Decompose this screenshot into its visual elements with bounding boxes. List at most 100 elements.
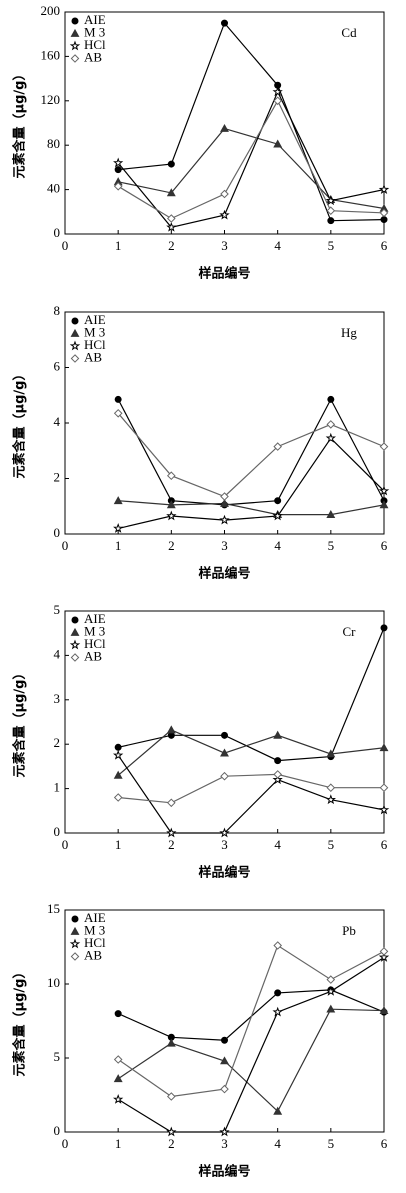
y-tick-label: 5 [54, 1049, 61, 1064]
series-line [117, 1008, 385, 1113]
marker [273, 139, 283, 148]
marker [326, 509, 336, 518]
legend-label: HCl [84, 636, 106, 651]
x-tick-label: 6 [381, 238, 388, 253]
x-tick-label: 1 [115, 837, 122, 852]
series-line [118, 21, 385, 222]
marker [113, 181, 123, 191]
marker [220, 748, 229, 757]
marker [166, 1126, 177, 1137]
x-tick-label: 0 [62, 837, 69, 852]
marker [379, 442, 389, 451]
marker [220, 492, 229, 501]
marker [326, 206, 336, 216]
legend-label: AIE [84, 910, 106, 925]
marker [113, 770, 123, 779]
marker [325, 985, 337, 996]
legend-label: HCl [84, 37, 106, 52]
y-tick-label: 120 [41, 92, 61, 107]
series-line [117, 90, 385, 228]
marker [113, 408, 123, 418]
marker [220, 1084, 229, 1094]
series-line [118, 773, 384, 804]
marker [220, 498, 229, 507]
marker [273, 770, 283, 779]
marker [71, 317, 79, 325]
series-line [117, 754, 385, 834]
x-tick-label: 3 [221, 538, 228, 553]
marker [69, 938, 81, 949]
legend-label: AIE [84, 312, 106, 327]
marker [166, 510, 177, 521]
marker [166, 471, 176, 481]
marker [326, 975, 336, 984]
marker [114, 743, 122, 751]
y-tick-label: 8 [54, 303, 61, 318]
y-tick-label: 0 [54, 824, 61, 839]
x-tick-label: 2 [168, 1136, 175, 1151]
y-tick-label: 6 [54, 358, 61, 373]
marker [378, 804, 390, 815]
marker [220, 123, 229, 132]
marker [70, 926, 80, 935]
marker [70, 54, 80, 63]
annotation: Pb [342, 923, 356, 938]
x-tick-label: 5 [328, 538, 335, 553]
y-axis-label: 元素含量（μg/g） [12, 667, 28, 778]
plot-frame [64, 909, 385, 1133]
marker [70, 653, 80, 662]
y-tick-label: 160 [41, 47, 61, 62]
marker [327, 217, 335, 225]
legend-label: AIE [84, 12, 106, 27]
plot-frame [64, 610, 385, 834]
x-tick-label: 3 [221, 1136, 228, 1151]
legend-label: HCl [84, 337, 106, 352]
marker [70, 627, 80, 636]
x-tick-label: 4 [274, 837, 281, 852]
marker [273, 442, 283, 451]
series-line [117, 944, 385, 1098]
series-line [118, 127, 385, 210]
marker [379, 500, 389, 509]
y-tick-label: 4 [54, 646, 61, 661]
marker [113, 496, 123, 505]
marker [113, 523, 124, 533]
marker [273, 1106, 283, 1115]
legend-label: AB [84, 349, 102, 364]
series-line [118, 500, 385, 516]
marker [219, 209, 230, 220]
x-tick-label: 5 [328, 837, 335, 852]
y-axis-label: 元素含量（μg/g） [12, 368, 28, 479]
series-line [117, 412, 385, 498]
marker [379, 743, 389, 752]
marker [112, 1094, 124, 1104]
marker [69, 340, 81, 351]
marker [380, 216, 388, 224]
marker [378, 184, 390, 195]
y-tick-label: 4 [54, 414, 61, 429]
marker [272, 774, 283, 785]
legend-label: AB [84, 947, 102, 962]
x-tick-label: 1 [115, 238, 122, 253]
x-tick-label: 6 [381, 1136, 388, 1151]
y-tick-label: 10 [47, 975, 60, 990]
y-tick-label: 1 [54, 780, 61, 795]
marker [69, 40, 81, 51]
legend-label: M 3 [84, 24, 105, 39]
marker [220, 189, 229, 199]
marker [220, 771, 229, 781]
marker [379, 208, 389, 218]
legend-label: AIE [84, 611, 106, 626]
marker [274, 497, 282, 505]
marker [69, 639, 81, 650]
marker [327, 395, 335, 403]
y-tick-label: 40 [47, 181, 60, 196]
annotation: Cr [343, 624, 357, 639]
marker [326, 1004, 336, 1013]
y-axis-label: 元素含量（μg/g） [12, 68, 28, 179]
marker [379, 1005, 389, 1014]
marker [166, 798, 176, 808]
marker [114, 395, 122, 403]
marker [166, 214, 176, 223]
